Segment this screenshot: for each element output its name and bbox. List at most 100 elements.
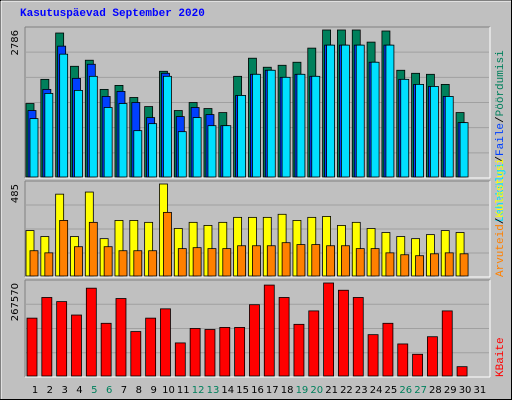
bar <box>370 61 380 178</box>
bar <box>74 90 83 178</box>
x-tick-label: 27 <box>414 385 427 396</box>
legend-separator: / <box>495 116 507 123</box>
bar <box>385 252 395 277</box>
bar <box>44 93 54 178</box>
x-tick-label: 2 <box>47 385 53 396</box>
bar <box>130 331 142 377</box>
bar <box>204 329 216 377</box>
bar <box>293 323 305 377</box>
bar <box>222 125 232 178</box>
bar <box>148 123 158 178</box>
y-tick-label: 485 <box>10 184 21 203</box>
legend-separator: / <box>495 156 507 163</box>
bar <box>118 103 128 178</box>
bar <box>352 297 364 377</box>
x-tick-label: 24 <box>370 385 383 396</box>
bar <box>412 353 423 377</box>
bar <box>219 327 231 377</box>
bar <box>207 125 217 178</box>
x-tick-label: 1 <box>32 385 38 396</box>
bar <box>252 73 261 178</box>
bar <box>308 310 320 377</box>
bar <box>29 118 39 178</box>
bar <box>266 245 276 277</box>
bar <box>237 245 247 277</box>
x-tick-label: 11 <box>177 385 190 396</box>
bar <box>459 122 469 178</box>
bar <box>370 248 380 277</box>
bar <box>400 254 410 277</box>
bar <box>192 247 202 277</box>
bar <box>382 322 394 377</box>
bar <box>338 289 349 377</box>
bar <box>441 310 453 377</box>
bar <box>281 76 291 178</box>
bar <box>71 314 82 377</box>
bar <box>26 317 38 377</box>
bar <box>177 131 187 178</box>
bar <box>145 317 157 377</box>
bar <box>148 250 158 277</box>
bar <box>192 117 202 178</box>
x-tick-label: 13 <box>207 385 220 396</box>
bar <box>430 253 439 277</box>
bar <box>177 248 187 277</box>
bar <box>355 248 365 277</box>
legend-entry: Lehekülgi <box>495 162 507 222</box>
x-tick-label: 29 <box>444 385 457 396</box>
bar <box>44 252 54 277</box>
bar <box>430 86 439 178</box>
bar <box>444 96 454 178</box>
legend-entry: Pöördumisi <box>495 50 507 116</box>
bar <box>459 253 469 277</box>
bar <box>163 75 172 178</box>
bar <box>323 282 335 377</box>
legend-entry: KBaite <box>495 337 507 377</box>
bar <box>266 69 276 178</box>
bar <box>444 252 454 277</box>
x-tick-label: 4 <box>76 385 82 396</box>
bar <box>415 255 424 277</box>
series-label: Arvuteid/Külastusi <box>495 158 507 277</box>
bar <box>29 250 39 277</box>
x-tick-label: 7 <box>121 385 127 396</box>
x-tick-label: 28 <box>429 385 442 396</box>
x-tick-label: 6 <box>106 385 112 396</box>
bar <box>118 250 128 277</box>
x-tick-label: 9 <box>150 385 156 396</box>
bar <box>263 284 275 377</box>
bar <box>59 220 69 277</box>
x-tick-label: 31 <box>474 385 487 396</box>
chart-title: Kasutuspäevad September 2020 <box>20 8 205 20</box>
bar <box>311 244 321 277</box>
bar <box>252 245 261 277</box>
x-tick-label: 23 <box>355 385 368 396</box>
y-tick-label: 2786 <box>10 30 21 55</box>
bar <box>278 297 290 377</box>
bar <box>341 44 350 178</box>
x-tick-label: 14 <box>221 385 234 396</box>
bar <box>207 248 217 277</box>
bar <box>100 322 112 377</box>
y-tick-label: 267570 <box>10 283 21 321</box>
bar <box>174 342 186 377</box>
x-tick-label: 26 <box>399 385 412 396</box>
bar <box>234 327 246 377</box>
bar <box>415 83 424 178</box>
bar <box>427 336 438 377</box>
bar <box>400 78 410 178</box>
series-label: KBaite <box>495 337 507 377</box>
x-tick-label: 5 <box>91 385 97 396</box>
x-tick-label: 16 <box>251 385 264 396</box>
bar <box>249 304 260 377</box>
x-tick-label: 21 <box>325 385 338 396</box>
bar <box>385 44 395 178</box>
x-tick-label: 8 <box>136 385 142 396</box>
bar <box>367 334 379 377</box>
legend-entry: Külastusi <box>495 158 507 218</box>
bar <box>222 248 232 277</box>
bar <box>355 44 365 178</box>
x-tick-label: 18 <box>281 385 294 396</box>
